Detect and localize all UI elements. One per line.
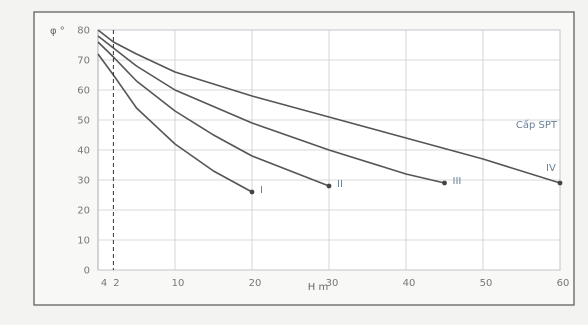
series-label: III xyxy=(453,176,462,187)
x-tick-label: 40 xyxy=(403,278,416,289)
y-tick-label: 40 xyxy=(77,146,90,157)
spt-annotation: Cấp SPT xyxy=(516,119,558,131)
y-tick-label: 60 xyxy=(77,86,90,97)
series-label: IV xyxy=(546,163,556,174)
x-tick-label: 60 xyxy=(557,278,570,289)
series-end-point xyxy=(326,183,332,189)
y-tick-label: 10 xyxy=(77,236,90,247)
series-line-1 xyxy=(97,53,253,193)
y-tick-label: 0 xyxy=(84,266,90,277)
x-tick-labels: 2 10 20 30 40 50 60 xyxy=(113,278,569,289)
x-tick-label: 20 xyxy=(249,278,262,289)
y-tick-label: 30 xyxy=(77,176,90,187)
grid-lines xyxy=(98,29,561,271)
x-tick-label: 50 xyxy=(480,278,493,289)
y-tick-label: 20 xyxy=(77,206,90,217)
x-origin-label: 4 xyxy=(101,278,107,289)
y-tick-labels: 0 10 20 30 40 50 60 70 80 xyxy=(77,26,90,277)
y-axis-label: φ ° xyxy=(50,26,65,37)
x-tick-label: 2 xyxy=(113,278,119,289)
x-tick-label: 10 xyxy=(172,278,185,289)
series-label: II xyxy=(337,179,343,190)
series-line-3 xyxy=(97,35,445,184)
series-line-2 xyxy=(97,41,330,187)
series-end-point xyxy=(557,180,563,186)
y-tick-label: 80 xyxy=(77,26,90,37)
x-axis-label: H m xyxy=(308,282,328,293)
x-tick-label: 30 xyxy=(326,278,339,289)
y-tick-label: 70 xyxy=(77,56,90,67)
series-line-4 xyxy=(97,29,561,184)
series-label: I xyxy=(260,185,263,196)
series-end-point xyxy=(442,180,447,186)
series-end-point xyxy=(249,189,255,195)
y-tick-label: 50 xyxy=(77,116,90,127)
